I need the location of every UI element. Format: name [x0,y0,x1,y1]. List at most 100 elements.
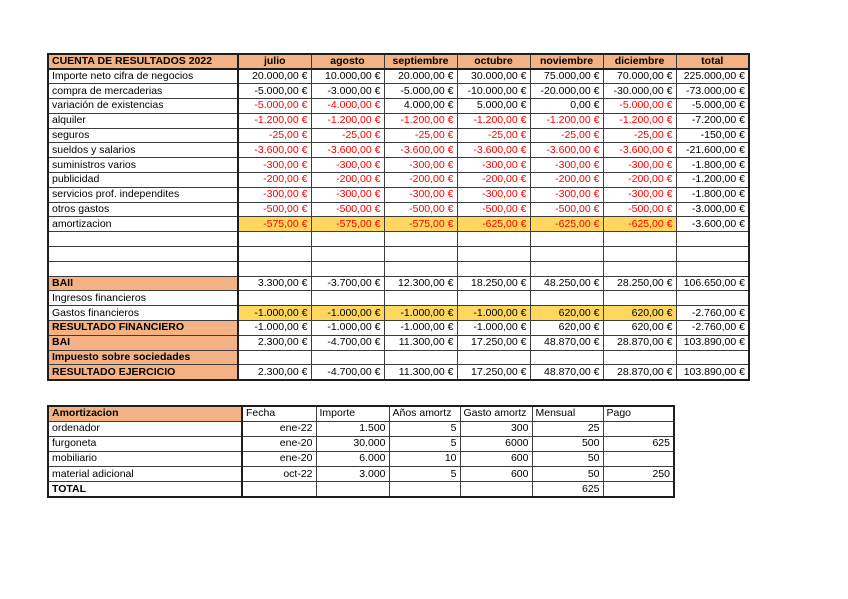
income-cell[interactable]: -25,00 € [529,127,604,144]
amortization-cell[interactable]: 25 [531,420,604,437]
amortization-cell[interactable]: 5 [388,420,461,437]
amortization-col-header[interactable]: Pago [602,405,675,422]
amortization-cell[interactable]: 3.000 [315,466,390,483]
income-cell[interactable]: -1.000,00 € [456,320,531,336]
amortization-cell[interactable]: 6.000 [315,451,390,468]
income-cell[interactable]: 20.000,00 € [383,68,458,85]
amortization-cell[interactable]: ene-22 [241,420,317,437]
income-row-label[interactable] [47,231,239,248]
amortization-col-header[interactable]: Gasto amortz [459,405,533,422]
amortization-cell[interactable] [602,481,675,498]
income-row-label[interactable]: amortizacion [47,216,239,233]
income-cell[interactable]: -575,00 € [383,216,458,233]
income-cell[interactable]: -73.000,00 € [675,83,750,100]
income-cell[interactable]: -5.000,00 € [237,98,312,114]
amortization-cell[interactable]: 500 [531,435,604,453]
income-cell[interactable]: 4.000,00 € [383,98,458,114]
income-cell[interactable]: 225.000,00 € [675,68,750,85]
income-cell[interactable]: -1.200,00 € [675,172,750,188]
amortization-cell[interactable]: 1.500 [315,420,390,437]
amortization-cell[interactable]: 250 [602,466,675,483]
income-cell[interactable]: 48.870,00 € [529,364,604,381]
amortization-cell[interactable]: 50 [531,451,604,468]
income-cell[interactable]: 48.250,00 € [529,275,604,292]
amortization-cell[interactable] [602,420,675,437]
income-cell[interactable]: -200,00 € [456,172,531,188]
income-col-header[interactable]: septiembre [383,53,458,70]
income-cell[interactable] [456,349,531,366]
income-cell[interactable]: -1.800,00 € [675,157,750,174]
income-cell[interactable]: -300,00 € [237,157,312,174]
income-cell[interactable]: -4.700,00 € [310,364,385,381]
income-cell[interactable] [675,246,750,262]
amortization-cell[interactable]: 5 [388,435,461,453]
income-cell[interactable]: -1.800,00 € [675,186,750,203]
income-cell[interactable]: -200,00 € [383,172,458,188]
income-cell[interactable]: -1.000,00 € [310,305,385,322]
income-col-header[interactable]: noviembre [529,53,604,70]
income-cell[interactable]: 106.650,00 € [675,275,750,292]
income-cell[interactable]: -3.600,00 € [456,142,531,159]
income-cell[interactable]: -300,00 € [383,157,458,174]
income-cell[interactable]: -4.700,00 € [310,334,385,351]
income-cell[interactable]: -500,00 € [237,201,312,218]
income-cell[interactable]: -500,00 € [310,201,385,218]
income-cell[interactable] [529,349,604,366]
income-row-label[interactable]: suministros varios [47,157,239,174]
amortization-col-header[interactable]: Mensual [531,405,604,422]
income-row-label[interactable]: BAII [47,275,239,292]
income-row-label[interactable]: variación de existencias [47,98,239,114]
income-cell[interactable]: 11.300,00 € [383,334,458,351]
income-row-label[interactable]: servicios prof. independites [47,186,239,203]
income-cell[interactable] [602,260,677,277]
income-cell[interactable]: -25,00 € [237,127,312,144]
income-row-label[interactable]: BAI [47,334,239,351]
income-row-label[interactable]: sueldos y salarios [47,142,239,159]
income-cell[interactable] [602,290,677,307]
income-cell[interactable]: -1.200,00 € [456,112,531,129]
amortization-cell[interactable]: 600 [459,451,533,468]
income-cell[interactable]: -500,00 € [383,201,458,218]
amortization-row-label[interactable]: ordenador [47,420,243,437]
income-cell[interactable] [237,246,312,262]
income-cell[interactable] [456,260,531,277]
income-cell[interactable]: -25,00 € [602,127,677,144]
income-cell[interactable]: -1.000,00 € [237,320,312,336]
amortization-col-header[interactable]: Años amortz [388,405,461,422]
income-cell[interactable] [310,349,385,366]
income-cell[interactable]: -1.000,00 € [310,320,385,336]
income-cell[interactable]: -300,00 € [383,186,458,203]
income-cell[interactable]: -3.600,00 € [602,142,677,159]
income-cell[interactable]: 620,00 € [529,320,604,336]
income-cell[interactable]: -500,00 € [602,201,677,218]
income-cell[interactable]: -300,00 € [529,157,604,174]
income-cell[interactable] [456,246,531,262]
income-cell[interactable]: 17.250,00 € [456,364,531,381]
income-cell[interactable]: -1.200,00 € [310,112,385,129]
income-cell[interactable] [310,290,385,307]
income-cell[interactable]: 75.000,00 € [529,68,604,85]
income-cell[interactable]: -25,00 € [310,127,385,144]
amortization-cell[interactable]: 6000 [459,435,533,453]
amortization-cell[interactable]: 300 [459,420,533,437]
income-cell[interactable]: -7.200,00 € [675,112,750,129]
income-col-header[interactable]: total [675,53,750,70]
income-cell[interactable]: -200,00 € [237,172,312,188]
income-cell[interactable]: -3.000,00 € [675,201,750,218]
income-cell[interactable]: 0,00 € [529,98,604,114]
amortization-cell[interactable] [315,481,390,498]
income-row-label[interactable]: compra de mercaderias [47,83,239,100]
income-cell[interactable]: 48.870,00 € [529,334,604,351]
amortization-col-header[interactable]: Fecha [241,405,317,422]
income-cell[interactable]: -1.200,00 € [602,112,677,129]
amortization-cell[interactable]: 625 [531,481,604,498]
income-cell[interactable] [602,246,677,262]
income-cell[interactable]: -10.000,00 € [456,83,531,100]
income-cell[interactable]: 12.300,00 € [383,275,458,292]
amortization-cell[interactable]: 625 [602,435,675,453]
income-cell[interactable]: -200,00 € [529,172,604,188]
income-cell[interactable] [529,260,604,277]
income-cell[interactable]: 18.250,00 € [456,275,531,292]
income-cell[interactable]: -3.600,00 € [383,142,458,159]
income-cell[interactable]: -5.000,00 € [602,98,677,114]
